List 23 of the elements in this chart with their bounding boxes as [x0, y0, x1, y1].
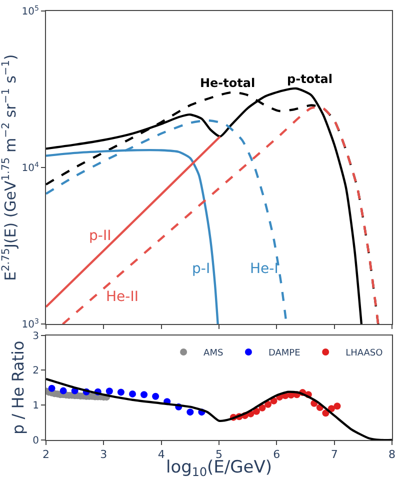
legend-label: AMS: [204, 348, 224, 358]
x-tick-label: 7: [330, 448, 338, 462]
legend-label: DAMPE: [268, 348, 301, 358]
series-label: He-total: [200, 76, 256, 90]
y-tick-label: 10$^{5}$: [22, 4, 39, 18]
legend-label: LHAASO: [346, 348, 383, 358]
series-label: p-I: [192, 261, 210, 277]
y-tick-label: 0: [32, 436, 39, 447]
x-tick-label: 4: [158, 448, 165, 462]
y-tick-label: 10$^{4}$: [22, 160, 40, 174]
x-tick-label: 2: [42, 448, 50, 462]
y-tick-label: 10$^{3}$: [22, 317, 39, 331]
series-label: He-I: [250, 261, 278, 277]
x-tick-label: 8: [388, 448, 396, 462]
y-tick-label: 2: [32, 366, 39, 377]
y-tick-label: 3: [32, 330, 39, 342]
series-label: p-II: [89, 228, 112, 244]
y-axis-title: p / He Ratio: [8, 340, 28, 435]
series-label: p-total: [287, 72, 332, 86]
series-label: He-II: [106, 289, 138, 305]
y-tick-label: 1: [32, 400, 39, 412]
x-tick-label: 6: [273, 448, 280, 462]
x-tick-label: 3: [100, 448, 108, 462]
